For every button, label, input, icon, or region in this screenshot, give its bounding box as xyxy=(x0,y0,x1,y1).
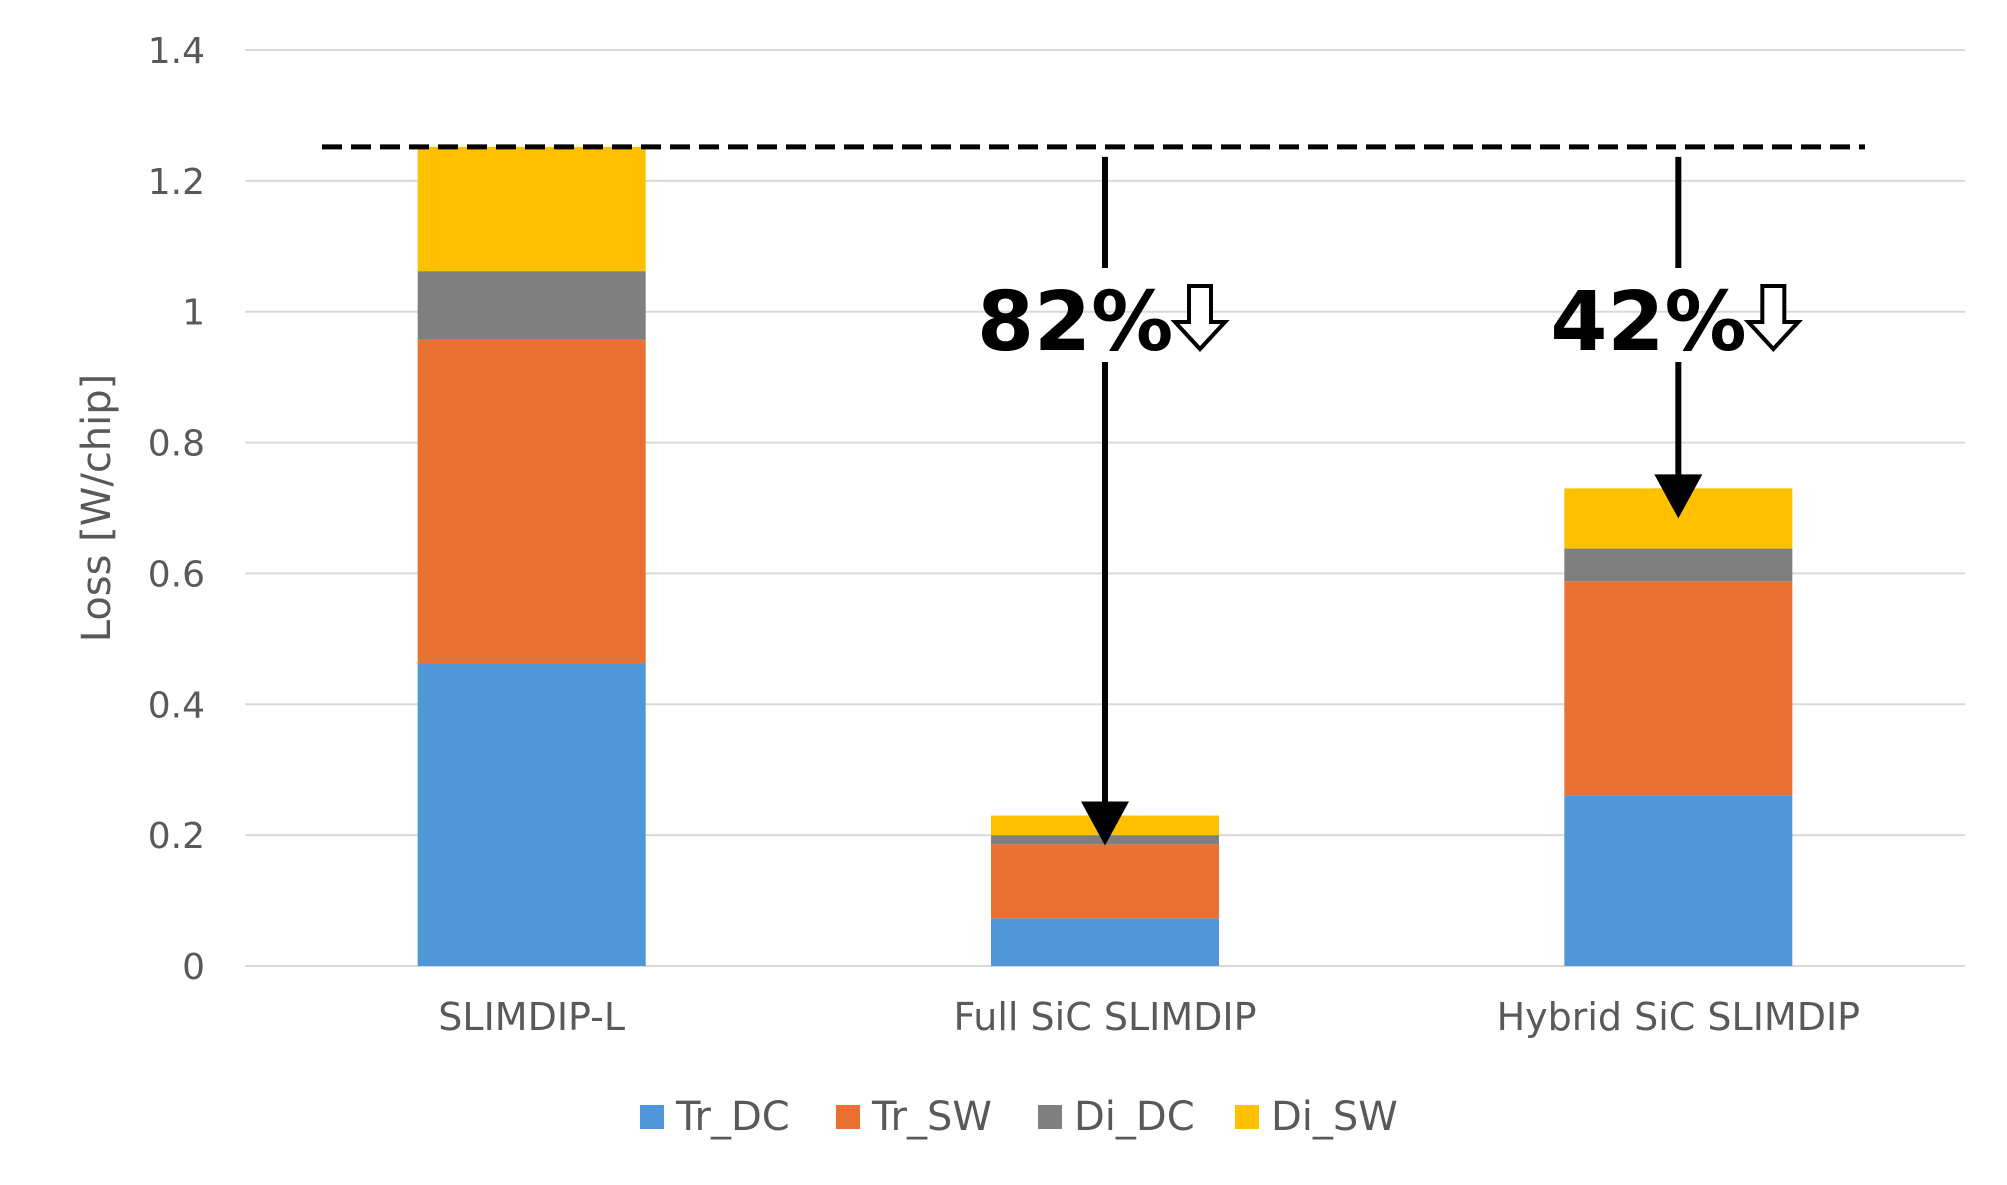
bar-segment-Tr_DC xyxy=(417,663,646,966)
y-tick-label: 1 xyxy=(182,293,205,334)
bar-segment-Tr_SW xyxy=(1564,581,1793,796)
legend-swatch-Di_DC xyxy=(1038,1105,1062,1129)
legend-label: Di_SW xyxy=(1271,1094,1398,1140)
y-tick-label: 1.2 xyxy=(148,162,205,203)
y-tick-label: 0.6 xyxy=(148,554,205,595)
y-tick-label: 0.2 xyxy=(148,816,205,857)
legend: Tr_DC Tr_SW Di_DC Di_SW xyxy=(640,1094,1398,1140)
bar-segment-Tr_DC xyxy=(991,918,1219,966)
hollow-down-arrow-icon xyxy=(1170,284,1230,352)
bar-segment-Tr_DC xyxy=(1564,795,1793,966)
bars xyxy=(417,146,1793,966)
y-tick-label: 0.8 xyxy=(148,424,205,465)
y-axis-title: Loss [W/chip] xyxy=(74,374,120,643)
y-tick-label: 0.4 xyxy=(148,685,205,726)
x-category-label: Full SiC SLIMDIP xyxy=(953,995,1256,1039)
legend-swatch-Tr_DC xyxy=(640,1105,664,1129)
legend-swatch-Tr_SW xyxy=(836,1105,860,1129)
reduction-percent-label: 82% xyxy=(977,275,1173,370)
hollow-down-arrow-icon xyxy=(1743,284,1803,352)
reduction-arrow-head xyxy=(1654,474,1703,519)
legend-label: Tr_DC xyxy=(675,1094,790,1140)
bar-segment-Tr_SW xyxy=(991,844,1219,919)
y-tick-label: 0 xyxy=(182,947,205,988)
reduction-percent-label: 42% xyxy=(1550,275,1746,370)
y-tick-label: 1.4 xyxy=(148,31,205,72)
x-category-label: Hybrid SiC SLIMDIP xyxy=(1497,995,1861,1039)
legend-label: Tr_SW xyxy=(871,1094,992,1140)
legend-swatch-Di_SW xyxy=(1235,1105,1259,1129)
bar-segment-Di_DC xyxy=(417,271,646,340)
bar-segment-Di_DC xyxy=(1564,548,1793,582)
x-category-label: SLIMDIP-L xyxy=(438,995,625,1039)
bar-segment-Tr_SW xyxy=(417,339,646,664)
axes: Loss [W/chip] 0 0.2 0.4 0.6 0.8 1 1.2 1.4 SLIMDI… xyxy=(74,31,1860,1039)
reduction-arrow-head xyxy=(1081,801,1129,846)
bar-segment-Di_SW xyxy=(417,146,646,272)
legend-label: Di_DC xyxy=(1074,1094,1195,1140)
annotations: 82% 42% xyxy=(322,144,1865,846)
